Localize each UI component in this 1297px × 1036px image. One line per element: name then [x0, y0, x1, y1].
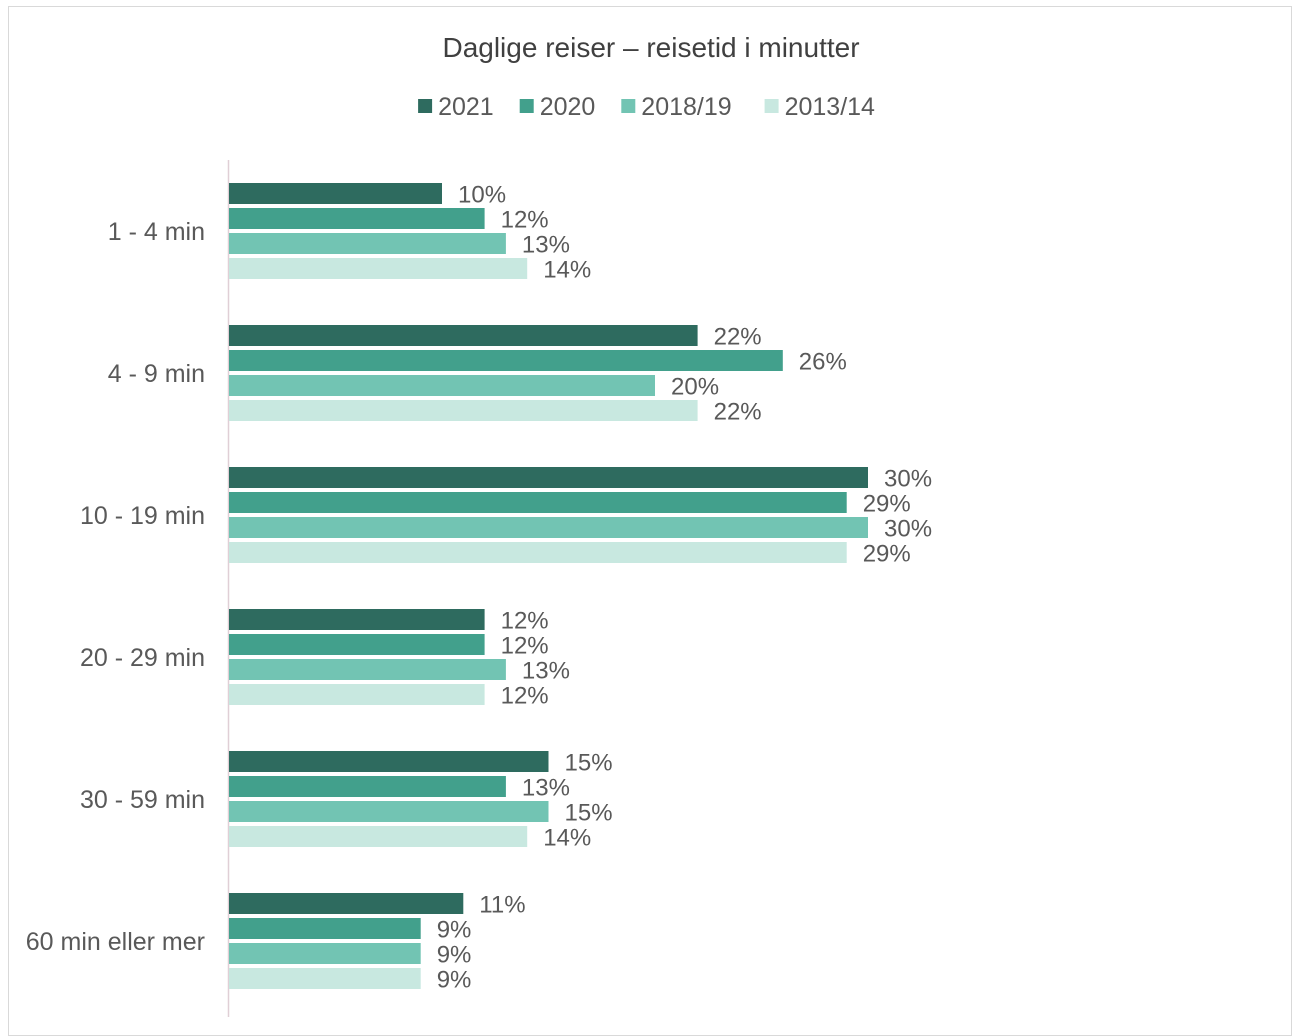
category-label: 4 - 9 min	[108, 360, 205, 388]
category-label: 1 - 4 min	[108, 218, 205, 246]
bar	[229, 258, 528, 279]
data-label: 15%	[565, 750, 613, 777]
data-label: 12%	[501, 633, 549, 660]
data-label: 14%	[543, 825, 591, 852]
data-label: 30%	[884, 466, 932, 493]
bar	[229, 684, 485, 705]
legend-label: 2018/19	[641, 93, 731, 121]
bar	[229, 183, 442, 204]
chart-frame: Daglige reiser – reisetid i minutter 202…	[8, 6, 1292, 1036]
bar	[229, 634, 485, 655]
bar	[229, 400, 698, 421]
data-label: 13%	[522, 232, 570, 259]
bar	[229, 801, 549, 822]
bar	[229, 918, 421, 939]
data-label: 11%	[479, 892, 525, 919]
legend-swatch	[621, 99, 636, 113]
data-label: 22%	[714, 399, 762, 426]
legend-swatch	[764, 99, 779, 113]
bar	[229, 968, 421, 989]
chart: Daglige reiser – reisetid i minutter 202…	[26, 32, 932, 1017]
data-label: 9%	[437, 942, 472, 969]
legend-swatch	[418, 99, 433, 113]
data-label: 26%	[799, 349, 847, 376]
bar	[229, 517, 868, 538]
bar	[229, 233, 506, 254]
category-label: 60 min eller mer	[26, 928, 205, 956]
legend-item: 2018/19	[621, 93, 732, 121]
legend: 2021 2020 2018/19 2013/14	[418, 93, 875, 121]
data-label: 29%	[863, 541, 911, 568]
legend-swatch	[519, 99, 534, 113]
category-label: 30 - 59 min	[80, 786, 205, 814]
data-label: 12%	[501, 207, 549, 234]
category-label: 20 - 29 min	[80, 644, 205, 672]
data-label: 9%	[437, 917, 472, 944]
data-label: 9%	[437, 967, 472, 994]
bar	[229, 943, 421, 964]
category-labels: 1 - 4 min 4 - 9 min 10 - 19 min 20 - 29 min…	[26, 218, 205, 956]
bar	[229, 893, 464, 914]
bar	[229, 659, 506, 680]
data-label: 30%	[884, 516, 932, 543]
legend-label: 2013/14	[785, 93, 875, 121]
bar	[229, 826, 528, 847]
data-label: 20%	[671, 374, 719, 401]
legend-item: 2020	[519, 93, 596, 121]
bar	[229, 208, 485, 229]
data-label: 13%	[522, 775, 570, 802]
bar	[229, 467, 868, 488]
legend-item: 2021	[418, 93, 494, 121]
data-label: 10%	[458, 182, 506, 209]
bar	[229, 542, 847, 563]
data-label: 14%	[543, 257, 591, 284]
bar	[229, 492, 847, 513]
data-label: 29%	[863, 491, 911, 518]
bar	[229, 375, 655, 396]
bars	[229, 183, 868, 989]
bar	[229, 325, 698, 346]
legend-item: 2013/14	[764, 93, 875, 121]
legend-label: 2020	[540, 93, 596, 121]
legend-label: 2021	[438, 93, 494, 121]
data-labels: 10%12%13%14%22%26%20%22%30%29%30%29%12%1…	[437, 182, 932, 994]
bar	[229, 609, 485, 630]
bar	[229, 776, 506, 797]
data-label: 13%	[522, 658, 570, 685]
bar	[229, 751, 549, 772]
category-label: 10 - 19 min	[80, 502, 205, 530]
data-label: 15%	[565, 800, 613, 827]
data-label: 12%	[501, 683, 549, 710]
data-label: 12%	[501, 608, 549, 635]
chart-title: Daglige reiser – reisetid i minutter	[442, 32, 859, 63]
data-label: 22%	[714, 324, 762, 351]
bar	[229, 350, 783, 371]
